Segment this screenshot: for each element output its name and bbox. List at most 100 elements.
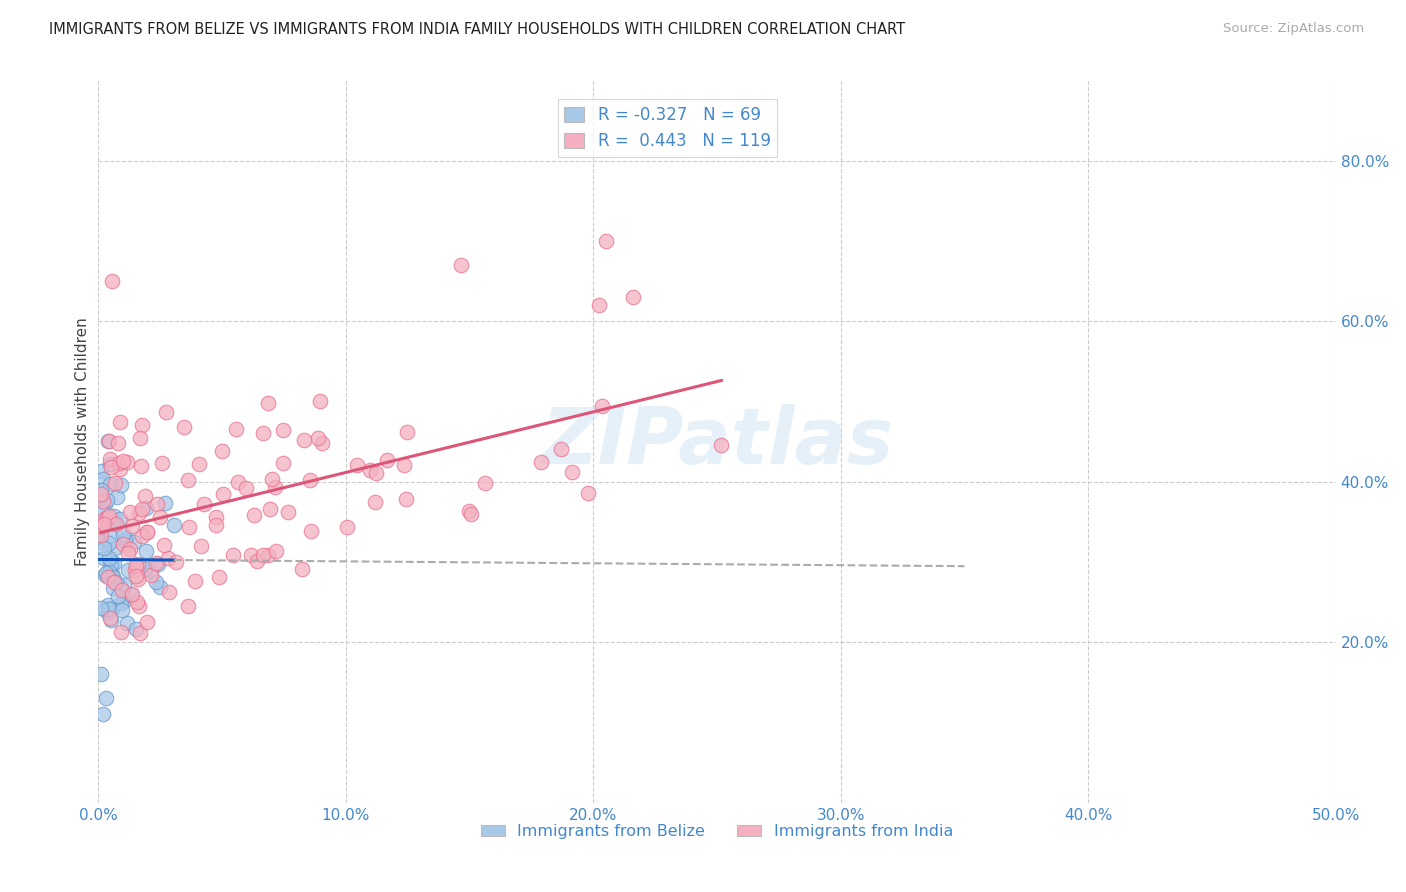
Point [96,493,118,508]
Point [131,417,153,432]
Point [98,452,121,467]
Point [110,578,132,592]
Point [592,400,614,414]
Point [458,504,481,518]
Point [93,541,115,556]
Point [101,274,124,288]
Point [124,534,146,549]
Point [395,425,418,439]
Point [128,507,150,521]
Point [110,596,132,610]
Point [243,508,266,522]
Point [153,495,176,509]
Text: IMMIGRANTS FROM BELIZE VS IMMIGRANTS FROM INDIA FAMILY HOUSEHOLDS WITH CHILDREN : IMMIGRANTS FROM BELIZE VS IMMIGRANTS FRO… [49,22,905,37]
Point [309,393,332,408]
Point [395,491,418,506]
Point [91,707,114,722]
Point [235,481,257,495]
Legend: Immigrants from Belize, Immigrants from India: Immigrants from Belize, Immigrants from … [474,818,960,846]
Point [621,290,644,304]
Point [111,526,134,541]
Point [299,473,322,487]
Point [291,562,314,576]
Point [131,502,153,516]
Point [256,548,278,562]
Point [134,561,156,575]
Point [136,615,159,630]
Point [163,518,186,533]
Point [97,434,120,448]
Point [100,614,122,628]
Point [595,234,617,248]
Point [97,434,120,448]
Point [94,497,117,511]
Point [129,432,152,446]
Point [212,487,235,501]
Point [90,486,112,500]
Point [101,600,124,615]
Point [101,516,124,530]
Point [93,601,115,615]
Point [96,511,118,525]
Point [121,519,143,533]
Point [173,420,195,434]
Point [529,454,551,468]
Point [145,574,167,589]
Point [153,538,176,552]
Point [101,567,124,582]
Point [256,395,278,409]
Point [364,467,387,481]
Point [252,548,274,562]
Point [187,457,209,471]
Point [110,625,132,640]
Point [184,574,207,588]
Point [460,507,482,521]
Point [98,535,121,549]
Point [264,544,287,558]
Point [90,601,112,615]
Point [588,298,610,312]
Point [128,599,150,614]
Point [193,497,215,511]
Point [124,563,146,577]
Point [111,603,134,617]
Point [211,443,233,458]
Point [90,667,112,681]
Point [271,456,294,470]
Point [91,505,114,519]
Point [115,531,138,545]
Point [125,595,148,609]
Point [145,497,167,511]
Point [93,512,115,526]
Point [346,458,368,472]
Point [125,623,148,637]
Point [107,436,129,450]
Point [104,516,127,531]
Point [104,541,127,555]
Point [101,581,124,595]
Point [252,426,274,441]
Point [177,599,200,614]
Point [90,488,112,502]
Point [135,524,157,539]
Point [336,520,359,534]
Point [90,483,112,497]
Point [96,515,118,529]
Point [97,607,120,621]
Point [139,568,162,582]
Point [364,495,387,509]
Point [100,528,122,542]
Point [273,423,295,437]
Point [157,585,180,599]
Point [97,599,120,613]
Point [90,535,112,549]
Point [259,502,281,516]
Point [155,405,177,419]
Point [108,456,131,470]
Point [112,594,135,608]
Point [90,515,112,529]
Point [103,556,125,570]
Point [277,504,299,518]
Point [307,432,329,446]
Point [149,510,172,524]
